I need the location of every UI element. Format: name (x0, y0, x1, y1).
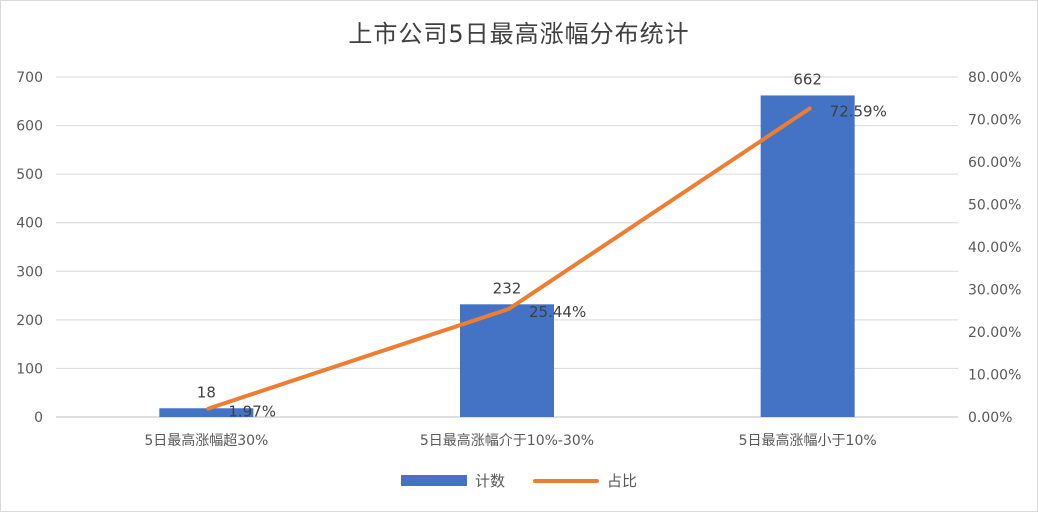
legend-swatch-line (533, 478, 599, 483)
right-axis-ticks: 0.00% 10.00% 20.00% 30.00% 40.00% 50.00% 60.00… (968, 70, 1021, 426)
right-tick-label: 10.00% (968, 368, 1021, 384)
left-tick-label: 0 (34, 410, 43, 426)
right-tick-label: 70.00% (968, 113, 1021, 129)
right-tick-label: 40.00% (968, 240, 1021, 256)
right-tick-label: 0.00% (968, 410, 1012, 426)
bar-data-label: 18 (197, 383, 216, 401)
line-point[interactable] (206, 407, 210, 411)
left-tick-label: 300 (16, 264, 43, 280)
line-data-labels: 1.97% 25.44% 72.59% (228, 102, 887, 420)
left-tick-label: 600 (16, 119, 43, 135)
legend-item-ratio[interactable]: 占比 (533, 470, 637, 491)
bar-data-label: 662 (793, 70, 822, 88)
right-tick-label: 80.00% (968, 70, 1021, 86)
left-tick-label: 400 (16, 216, 43, 232)
bar-series (159, 95, 855, 417)
right-tick-label: 60.00% (968, 155, 1021, 171)
legend-label-count: 计数 (474, 472, 505, 490)
chart-title: 上市公司5日最高涨幅分布统计 (348, 20, 690, 48)
bar-data-labels: 18 232 662 (197, 70, 822, 401)
line-data-label: 25.44% (529, 303, 586, 321)
category-labels: 5日最高涨幅超30% 5日最高涨幅介于10%-30% 5日最高涨幅小于10% (144, 432, 876, 449)
category-label: 5日最高涨幅介于10%-30% (420, 432, 594, 449)
legend: 计数 占比 (0, 470, 1038, 491)
line-data-label: 1.97% (228, 403, 276, 421)
left-axis-ticks: 0 100 200 300 400 500 600 700 (16, 70, 43, 426)
line-point[interactable] (507, 307, 511, 311)
bar[interactable] (460, 304, 554, 417)
category-label: 5日最高涨幅小于10% (739, 432, 877, 449)
line-data-label: 72.59% (830, 102, 887, 120)
right-tick-label: 20.00% (968, 325, 1021, 341)
left-tick-label: 500 (16, 167, 43, 183)
right-tick-label: 30.00% (968, 283, 1021, 299)
left-tick-label: 700 (16, 70, 43, 86)
category-label: 5日最高涨幅超30% (144, 432, 268, 449)
left-tick-label: 200 (16, 313, 43, 329)
line-point[interactable] (808, 106, 812, 110)
bar[interactable] (159, 408, 254, 417)
legend-swatch-bar (400, 475, 467, 486)
bar-data-label: 232 (493, 279, 522, 297)
legend-item-count[interactable]: 计数 (400, 470, 505, 491)
line-series (206, 106, 812, 411)
legend-label-ratio: 占比 (607, 472, 638, 490)
right-tick-label: 50.00% (968, 198, 1021, 214)
left-tick-label: 100 (16, 361, 43, 377)
bar[interactable] (760, 95, 855, 417)
